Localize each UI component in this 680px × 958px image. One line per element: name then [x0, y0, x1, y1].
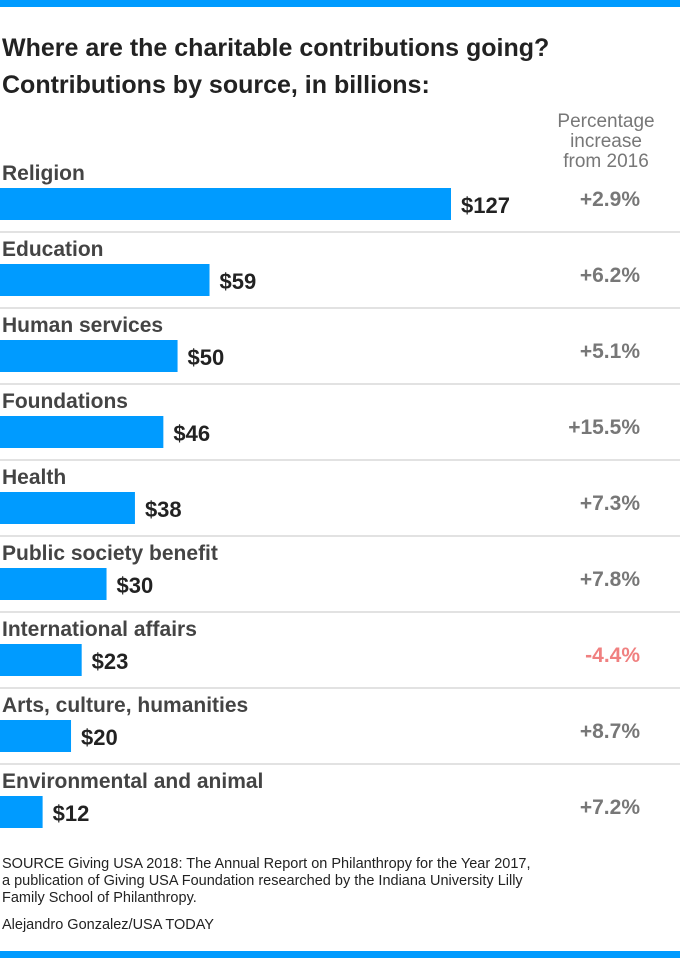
- percentage-column-header: Percentage increase from 2016: [536, 112, 676, 172]
- value-label: $127: [461, 193, 510, 218]
- bar: [0, 416, 164, 448]
- value-label: $50: [188, 345, 225, 370]
- chart-subtitle: Contributions by source, in billions:: [2, 71, 430, 99]
- value-label: $12: [53, 801, 90, 826]
- category-label: Public society benefit: [2, 542, 218, 565]
- bar: [0, 796, 43, 828]
- pct-header-line-3: from 2016: [563, 151, 649, 172]
- category-label: Arts, culture, humanities: [2, 694, 248, 717]
- value-label: $38: [145, 497, 182, 522]
- value-label: $59: [220, 269, 257, 294]
- pct-change-label: +5.1%: [580, 340, 640, 363]
- category-label: Education: [2, 238, 104, 261]
- pct-header-line-1: Percentage: [557, 111, 655, 132]
- pct-header-line-2: increase: [570, 131, 642, 152]
- pct-change-label: +8.7%: [580, 720, 640, 743]
- source-line-2: a publication of Giving USA Foundation r…: [2, 873, 523, 889]
- source-line-1: SOURCE Giving USA 2018: The Annual Repor…: [2, 856, 531, 872]
- credit: Alejandro Gonzalez/USA TODAY: [2, 917, 214, 933]
- category-label: Environmental and animal: [2, 770, 263, 793]
- chart-title: Where are the charitable contributions g…: [2, 34, 550, 62]
- bar: [0, 720, 72, 752]
- pct-change-label: +7.2%: [580, 796, 640, 819]
- pct-change-label: -4.4%: [585, 644, 640, 667]
- pct-change-label: +6.2%: [580, 264, 640, 287]
- category-label: Health: [2, 466, 66, 489]
- pct-change-label: +7.3%: [580, 492, 640, 515]
- source-note: SOURCE Giving USA 2018: The Annual Repor…: [2, 856, 672, 907]
- pct-change-label: +2.9%: [580, 188, 640, 211]
- category-label: Religion: [2, 162, 85, 185]
- value-label: $46: [173, 421, 210, 446]
- value-label: $30: [117, 573, 154, 598]
- bar: [0, 568, 107, 600]
- top-rule: [0, 0, 680, 7]
- bar: [0, 644, 82, 676]
- category-label: International affairs: [2, 618, 197, 641]
- bottom-rule: [0, 951, 680, 958]
- category-label: Human services: [2, 314, 163, 337]
- bar: [0, 188, 451, 220]
- bar: [0, 492, 135, 524]
- value-label: $20: [81, 725, 118, 750]
- bar: [0, 264, 210, 296]
- source-line-3: Family School of Philanthropy.: [2, 890, 197, 906]
- value-label: $23: [92, 649, 129, 674]
- category-label: Foundations: [2, 390, 128, 413]
- pct-change-label: +7.8%: [580, 568, 640, 591]
- pct-change-label: +15.5%: [568, 416, 640, 439]
- bar: [0, 340, 178, 372]
